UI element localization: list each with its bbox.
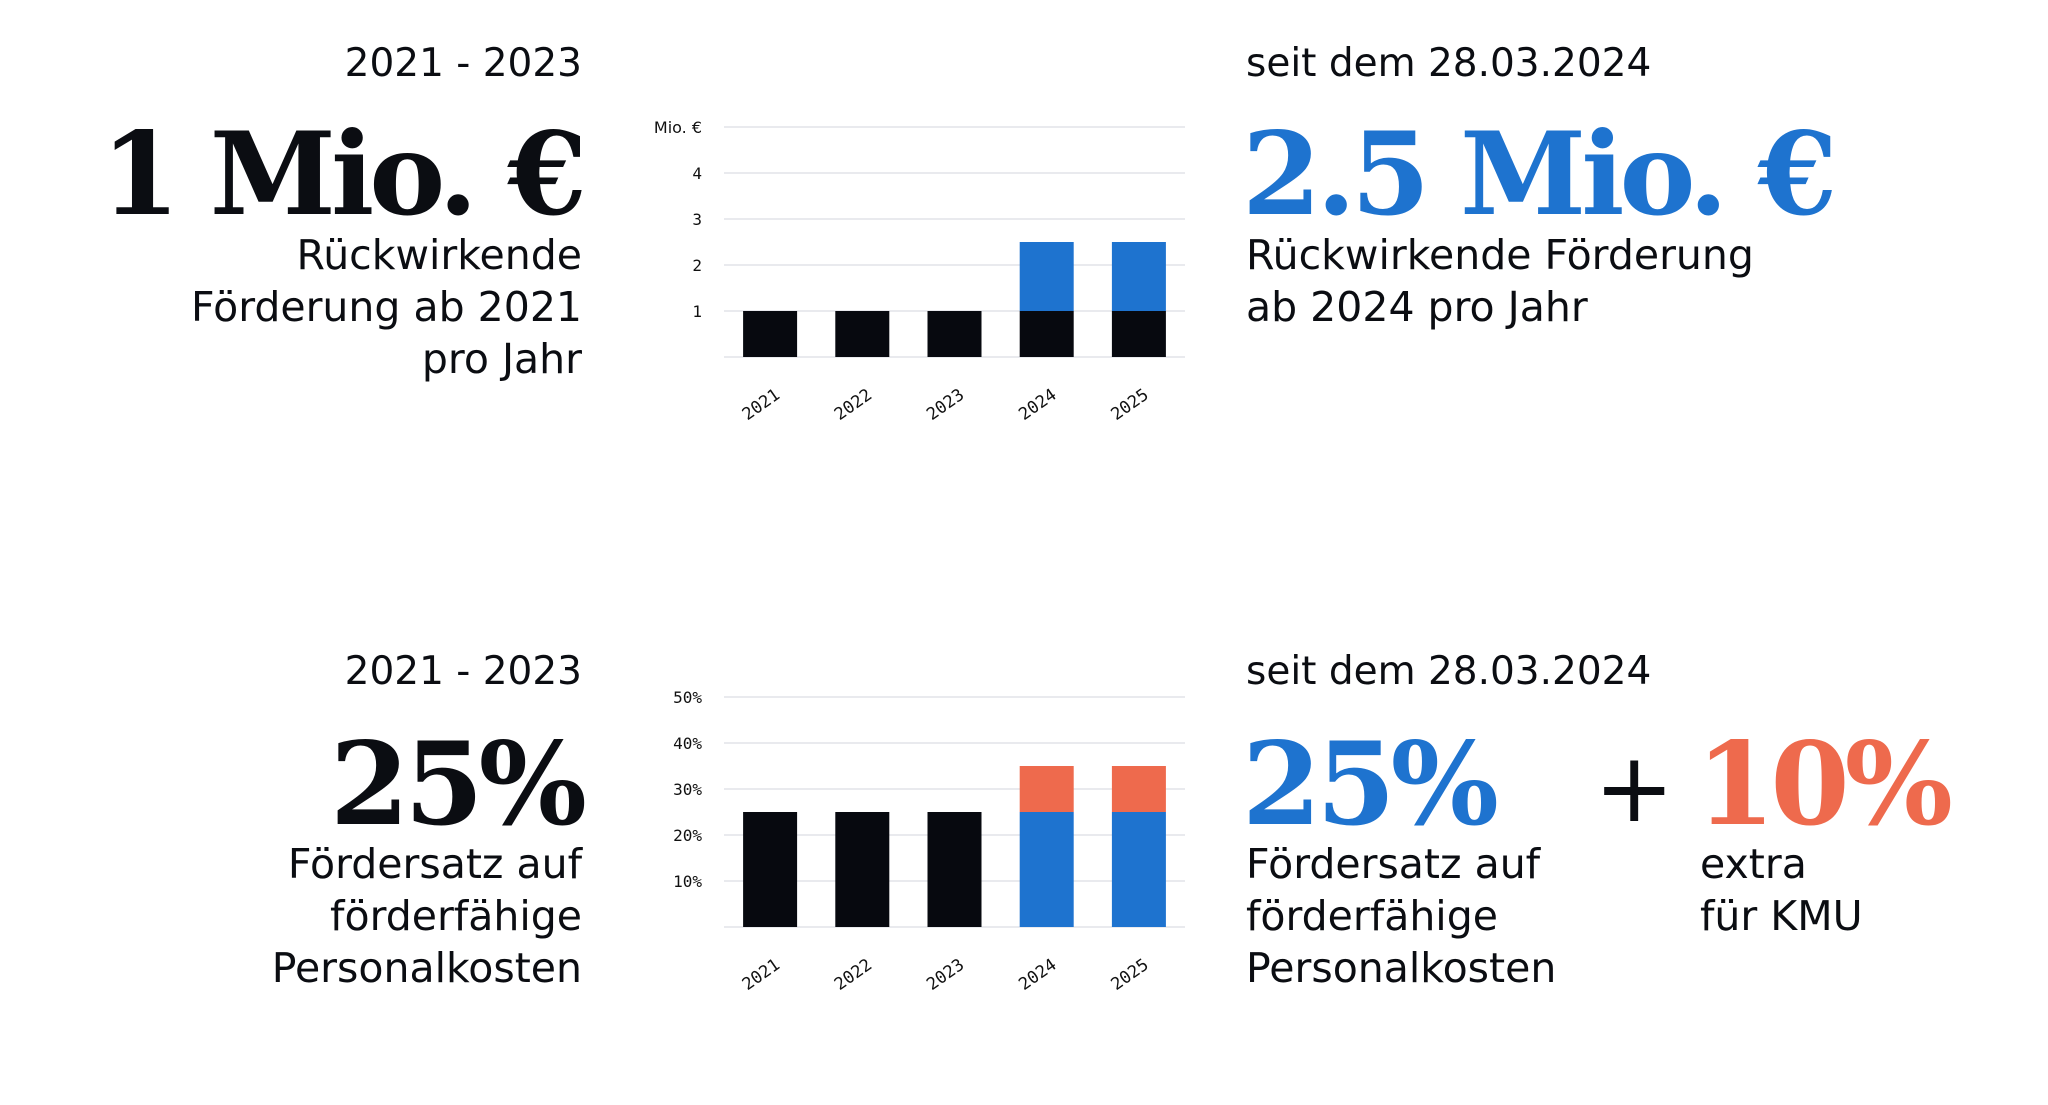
extra-rate-description: extra für KMU — [1700, 838, 2020, 942]
desc-line: Personalkosten — [271, 944, 582, 992]
bar-segment — [1019, 812, 1074, 927]
rate-description-new: Fördersatz auf förderfähige Personalkost… — [1246, 838, 1606, 994]
extra-rate: 10% — [1696, 717, 1953, 851]
bar-segment — [835, 311, 890, 357]
bar-segment — [1111, 311, 1166, 357]
desc-line: pro Jahr — [421, 335, 582, 383]
rate-new: 25% — [1242, 717, 1499, 851]
period-label-2021-2023: 2021 - 2023 — [344, 41, 582, 86]
y-tick-label: Mio. € — [654, 118, 702, 137]
funding-bar-chart-svg: Mio. € 4 3 2 1 2021 2022 2023 2024 2025 — [654, 118, 1185, 425]
bar-segment — [1111, 242, 1166, 311]
period-label-since-2024: seit dem 28.03.2024 — [1246, 41, 1652, 86]
desc-line: Fördersatz auf — [287, 840, 582, 888]
x-tick-label: 2024 — [1015, 385, 1060, 425]
bar-segment — [743, 812, 798, 927]
funding-description-new: Rückwirkende Förderung ab 2024 pro Jahr — [1246, 229, 1846, 333]
funding-amount-old: 1 Mio. € — [100, 107, 587, 241]
funding-amount-new: 2.5 Mio. € — [1242, 107, 1837, 241]
x-tick-label: 2024 — [1015, 955, 1060, 995]
bar-segment — [1019, 766, 1074, 812]
rate-bar-chart-svg: 50% 40% 30% 20% 10% 2021 2022 2023 2024 2025 — [673, 688, 1185, 995]
bar-segment — [927, 311, 982, 357]
desc-line: Rückwirkende Förderung — [1246, 231, 1754, 279]
x-tick-label: 2023 — [923, 955, 968, 995]
bar-segment — [1111, 766, 1166, 812]
bar-segment — [1111, 812, 1166, 927]
desc-line: Rückwirkende — [296, 231, 582, 279]
x-tick-label: 2025 — [1108, 955, 1153, 995]
y-tick-label: 4 — [692, 164, 702, 183]
y-tick-label: 30% — [673, 780, 702, 799]
desc-line: Fördersatz auf — [1246, 840, 1541, 888]
bar-segment — [927, 812, 982, 927]
funding-bar-chart: Mio. € 4 3 2 1 2021 2022 2023 2024 2025 — [640, 110, 1200, 430]
desc-line: Förderung ab 2021 — [190, 283, 582, 331]
bar-segment — [835, 812, 890, 927]
y-tick-label: 2 — [692, 256, 702, 275]
desc-line: für KMU — [1700, 892, 1863, 940]
period-label-2021-2023: 2021 - 2023 — [344, 649, 582, 694]
x-tick-label: 2023 — [923, 385, 968, 425]
desc-line: förderfähige — [330, 892, 582, 940]
desc-line: extra — [1700, 840, 1807, 888]
rate-description-old: Fördersatz auf förderfähige Personalkost… — [180, 838, 582, 994]
desc-line: förderfähige — [1246, 892, 1498, 940]
plus-sign: + — [1594, 732, 1675, 844]
bar-segment — [1019, 311, 1074, 357]
x-tick-label: 2022 — [831, 385, 876, 425]
rate-bar-chart: 50% 40% 30% 20% 10% 2021 2022 2023 2024 2025 — [640, 680, 1200, 1000]
bar-segment — [1019, 242, 1074, 311]
funding-description-old: Rückwirkende Förderung ab 2021 pro Jahr — [140, 229, 582, 385]
y-tick-label: 1 — [692, 302, 702, 321]
y-tick-label: 3 — [692, 210, 702, 229]
desc-line: ab 2024 pro Jahr — [1246, 283, 1588, 331]
y-tick-label: 20% — [673, 826, 702, 845]
x-tick-label: 2022 — [831, 955, 876, 995]
y-tick-label: 50% — [673, 688, 702, 707]
rate-old: 25% — [330, 717, 587, 851]
x-tick-label: 2025 — [1108, 385, 1153, 425]
y-tick-label: 10% — [673, 872, 702, 891]
x-tick-label: 2021 — [739, 385, 784, 425]
desc-line: Personalkosten — [1246, 944, 1557, 992]
period-label-since-2024: seit dem 28.03.2024 — [1246, 649, 1652, 694]
bar-segment — [743, 311, 798, 357]
x-tick-label: 2021 — [739, 955, 784, 995]
y-tick-label: 40% — [673, 734, 702, 753]
